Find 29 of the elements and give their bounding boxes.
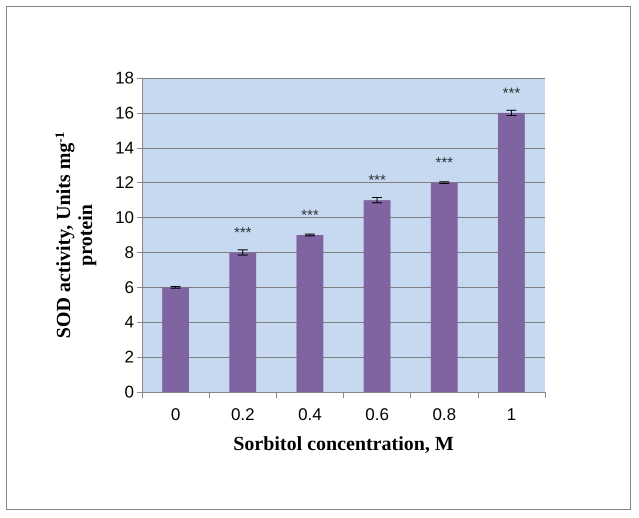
x-tick-label: 1	[506, 405, 516, 424]
y-tick-label: 6	[124, 278, 134, 297]
y-tick-label: 2	[124, 348, 134, 367]
annotation: ***	[502, 84, 520, 102]
y-tick-label: 16	[115, 103, 134, 122]
x-tick-label: 0	[170, 405, 180, 424]
y-tick-label: 8	[124, 242, 134, 262]
annotation: ***	[234, 224, 252, 242]
bar	[364, 200, 391, 392]
text: SOD activity, Units mg-1 protein	[52, 132, 97, 338]
annotation: ***	[368, 172, 386, 190]
x-tick-label: 0.6	[365, 405, 389, 424]
y-tick-label: 4	[124, 312, 134, 332]
x-axis-title: Sorbitol concentration, M	[233, 433, 454, 455]
bar	[229, 252, 256, 392]
y-tick-label: 0	[124, 382, 134, 402]
annotation: ***	[301, 207, 319, 224]
x-tick-label: 0.8	[432, 405, 456, 424]
bar	[498, 112, 525, 392]
y-tick-label: 18	[115, 68, 134, 88]
x-tick-label: 0.4	[298, 405, 322, 424]
y-tick-label: 12	[115, 173, 134, 192]
x-tick-label: 0.2	[230, 405, 255, 424]
y-tick-label: 14	[115, 138, 134, 158]
y-tick-label: 10	[115, 208, 134, 228]
annotation: ***	[435, 154, 454, 172]
bar	[162, 287, 190, 392]
bar	[430, 182, 458, 392]
bar	[296, 235, 324, 392]
